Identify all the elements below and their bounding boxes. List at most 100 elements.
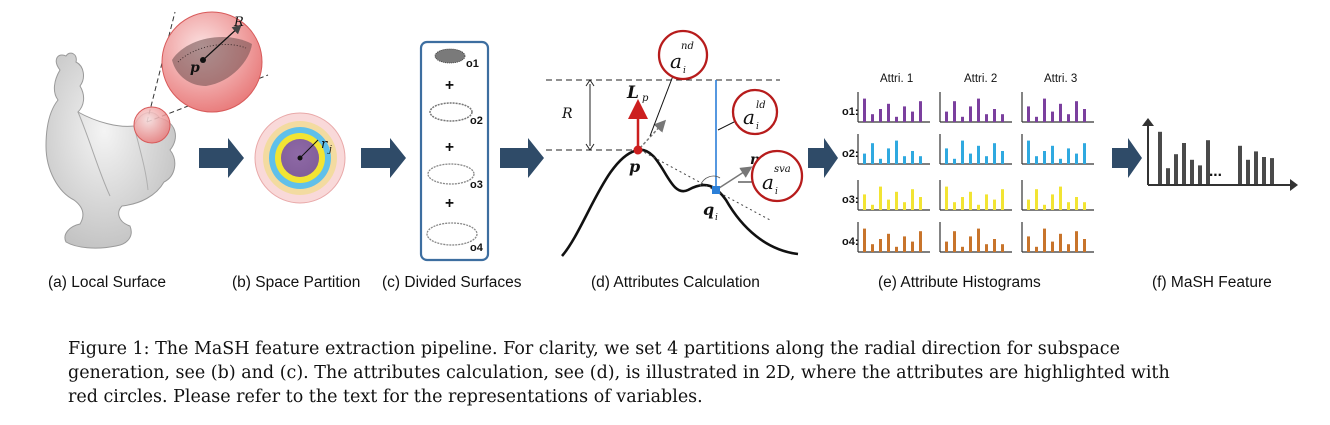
row-label-o2: o2: bbox=[842, 148, 859, 160]
radius-sub-b: j bbox=[327, 145, 332, 155]
hist-bar bbox=[969, 236, 972, 252]
hist-axis bbox=[939, 180, 1012, 211]
plus-1: + bbox=[445, 77, 454, 94]
hist-bar bbox=[879, 109, 882, 122]
flow-arrow-5 bbox=[1112, 138, 1142, 178]
hist-bar bbox=[1067, 114, 1070, 122]
hist-bar bbox=[1083, 239, 1086, 252]
hist-axis bbox=[857, 180, 930, 211]
hist-bar bbox=[961, 140, 964, 164]
hist-bar bbox=[993, 109, 996, 122]
hist-bar bbox=[919, 197, 922, 210]
row-label-o1: o1: bbox=[842, 106, 859, 118]
flow-arrow-3 bbox=[500, 138, 544, 178]
panel-a-local-surface: R p (a) Local Surface bbox=[45, 11, 269, 291]
hist-bar bbox=[961, 246, 964, 252]
mash-bar bbox=[1190, 159, 1194, 185]
hist-bar bbox=[1043, 204, 1046, 210]
a-ld-sup: ld bbox=[756, 100, 766, 111]
hist-bar bbox=[895, 246, 898, 252]
hist-bar bbox=[871, 143, 874, 164]
panel-c-divided-surfaces: o1 + o2 + o3 + o4 (c) Divided Surfaces bbox=[382, 40, 522, 291]
panel-f-mash-feature: ... (f) MaSH Feature bbox=[1142, 118, 1298, 291]
hist-bar bbox=[1027, 236, 1030, 252]
hist-bar bbox=[1051, 194, 1054, 210]
mash-bar bbox=[1198, 165, 1202, 185]
l-label: L bbox=[626, 83, 639, 103]
n-label: n bbox=[750, 152, 760, 168]
hist-bar bbox=[919, 101, 922, 122]
hist-bar bbox=[945, 241, 948, 252]
hist-bar bbox=[887, 148, 890, 164]
hist-bar bbox=[903, 236, 906, 252]
hist-bar bbox=[887, 233, 890, 252]
part-label-o1: o1 bbox=[466, 58, 479, 70]
panel-a-label: (a) Local Surface bbox=[48, 274, 166, 291]
mash-bar bbox=[1174, 154, 1178, 185]
a-sva-main: a bbox=[762, 170, 774, 194]
hist-bar bbox=[887, 103, 890, 122]
hist-bar bbox=[1035, 156, 1038, 164]
hist-bar bbox=[1059, 233, 1062, 252]
part-label-o2: o2 bbox=[470, 115, 483, 127]
hist-bar bbox=[919, 156, 922, 164]
panel-b-space-partition: r j (b) Space Partition bbox=[232, 112, 360, 291]
surfaces-frame bbox=[419, 40, 490, 262]
hist-bar bbox=[953, 158, 956, 164]
hist-bar bbox=[977, 98, 980, 122]
hist-bar bbox=[1001, 151, 1004, 164]
hist-bar bbox=[871, 114, 874, 122]
hist-bar bbox=[1001, 189, 1004, 210]
hist-bar bbox=[879, 186, 882, 210]
a-nd-sup: nd bbox=[681, 41, 694, 52]
hist-bar bbox=[895, 191, 898, 210]
hist-axis bbox=[1021, 134, 1094, 165]
hist-axis bbox=[939, 134, 1012, 165]
histogram-grid bbox=[857, 92, 1094, 253]
attr-circle-ld bbox=[731, 88, 779, 136]
hist-axis bbox=[1021, 180, 1094, 211]
flow-arrows bbox=[199, 138, 1142, 178]
radius-label-b: r bbox=[321, 137, 328, 152]
hist-bar bbox=[969, 153, 972, 164]
hist-bar bbox=[871, 244, 874, 252]
hist-bar bbox=[1059, 158, 1062, 164]
mash-bar bbox=[1246, 159, 1250, 185]
panel-b-label: (b) Space Partition bbox=[232, 274, 360, 291]
hist-bar bbox=[1001, 114, 1004, 122]
point-label-a: p bbox=[190, 60, 200, 76]
point-q bbox=[712, 186, 720, 194]
part-label-o3: o3 bbox=[470, 179, 483, 191]
hist-bar bbox=[895, 140, 898, 164]
hist-bar bbox=[1027, 140, 1030, 164]
hist-bar bbox=[1067, 202, 1070, 210]
a-sva-sub: i bbox=[775, 187, 778, 197]
hist-bar bbox=[1075, 153, 1078, 164]
row-label-o4: o4: bbox=[842, 236, 859, 248]
small-sphere bbox=[133, 106, 171, 144]
q-label: q bbox=[703, 200, 714, 219]
hist-bar bbox=[903, 202, 906, 210]
hist-bar bbox=[1083, 109, 1086, 122]
plus-2: + bbox=[445, 139, 454, 156]
hist-bar bbox=[919, 231, 922, 252]
surface-o2 bbox=[429, 102, 473, 122]
panel-c-label: (c) Divided Surfaces bbox=[382, 274, 522, 291]
hist-bar bbox=[903, 156, 906, 164]
hist-bar bbox=[945, 111, 948, 122]
hist-bar bbox=[1001, 244, 1004, 252]
hist-bar bbox=[1043, 151, 1046, 164]
hist-bar bbox=[945, 186, 948, 210]
hist-bar bbox=[969, 106, 972, 122]
q-sub: i bbox=[715, 213, 718, 223]
flow-arrow-1 bbox=[199, 138, 244, 178]
hist-bar bbox=[911, 151, 914, 164]
hist-bar bbox=[1043, 228, 1046, 252]
hist-axis bbox=[1021, 92, 1094, 123]
mash-bars bbox=[1158, 131, 1274, 185]
hist-bar bbox=[985, 194, 988, 210]
hist-bar bbox=[1051, 111, 1054, 122]
mash-bar bbox=[1182, 143, 1186, 185]
caption-line-1: Figure 1: The MaSH feature extraction pi… bbox=[68, 339, 1120, 359]
